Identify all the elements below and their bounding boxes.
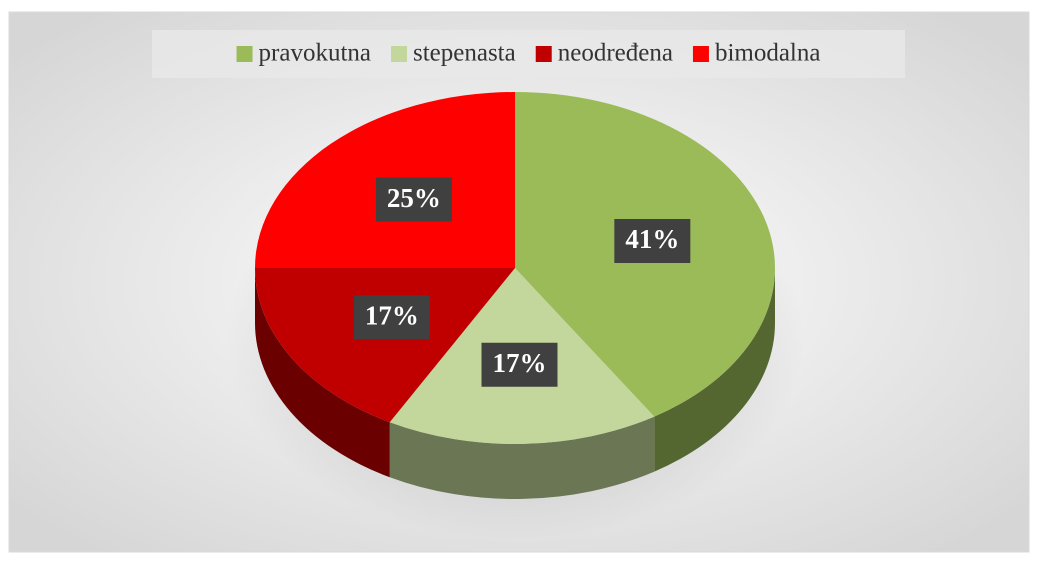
legend-swatch — [390, 46, 407, 62]
legend-label: bimodalna — [715, 40, 821, 67]
value-label-box — [353, 295, 430, 340]
slice-side — [254, 268, 390, 478]
value-label: 25% — [387, 183, 441, 213]
legend-swatch — [236, 46, 253, 62]
value-label-box — [614, 218, 691, 263]
slice-side — [654, 268, 775, 472]
value-label: 41% — [625, 224, 679, 254]
legend-swatch — [692, 46, 709, 62]
legend-label: stepenasta — [413, 40, 516, 67]
value-label: 17% — [492, 348, 546, 378]
legend-label: neodređena — [558, 40, 673, 67]
legend-swatch — [535, 46, 552, 62]
legend-box — [152, 30, 905, 78]
value-label-box — [375, 177, 452, 222]
slice-side — [389, 416, 655, 500]
value-label: 17% — [365, 300, 419, 330]
legend-label: pravokutna — [259, 40, 371, 67]
slice — [254, 268, 515, 423]
value-label-box — [481, 342, 558, 387]
